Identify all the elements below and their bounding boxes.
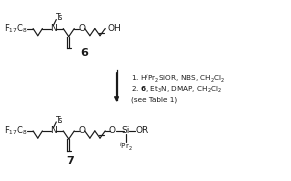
Text: O: O: [78, 24, 85, 33]
Text: 1. H$^{i}$Pr$_2$SiOR, NBS, CH$_2$Cl$_2$: 1. H$^{i}$Pr$_2$SiOR, NBS, CH$_2$Cl$_2$: [131, 73, 226, 85]
Text: N: N: [50, 24, 57, 33]
Text: $\mathregular{F_{17}C_8}$: $\mathregular{F_{17}C_8}$: [3, 125, 27, 137]
Text: $^i$Pr$_2$: $^i$Pr$_2$: [119, 141, 133, 153]
Text: O: O: [78, 126, 85, 135]
Text: OH: OH: [107, 24, 121, 33]
Text: (see Table 1): (see Table 1): [131, 96, 177, 103]
Text: OR: OR: [135, 126, 148, 135]
Text: 7: 7: [66, 156, 74, 167]
Text: N: N: [50, 126, 57, 135]
Text: Si: Si: [122, 126, 130, 135]
Text: $\mathregular{F_{17}C_8}$: $\mathregular{F_{17}C_8}$: [3, 22, 27, 35]
Text: Ts: Ts: [56, 13, 64, 22]
Text: 6: 6: [81, 48, 89, 58]
Text: 2. $\mathbf{6}$, Et$_3$N, DMAP, CH$_2$Cl$_2$: 2. $\mathbf{6}$, Et$_3$N, DMAP, CH$_2$Cl…: [131, 85, 222, 95]
Text: O: O: [109, 126, 116, 135]
Text: Ts: Ts: [56, 116, 64, 125]
